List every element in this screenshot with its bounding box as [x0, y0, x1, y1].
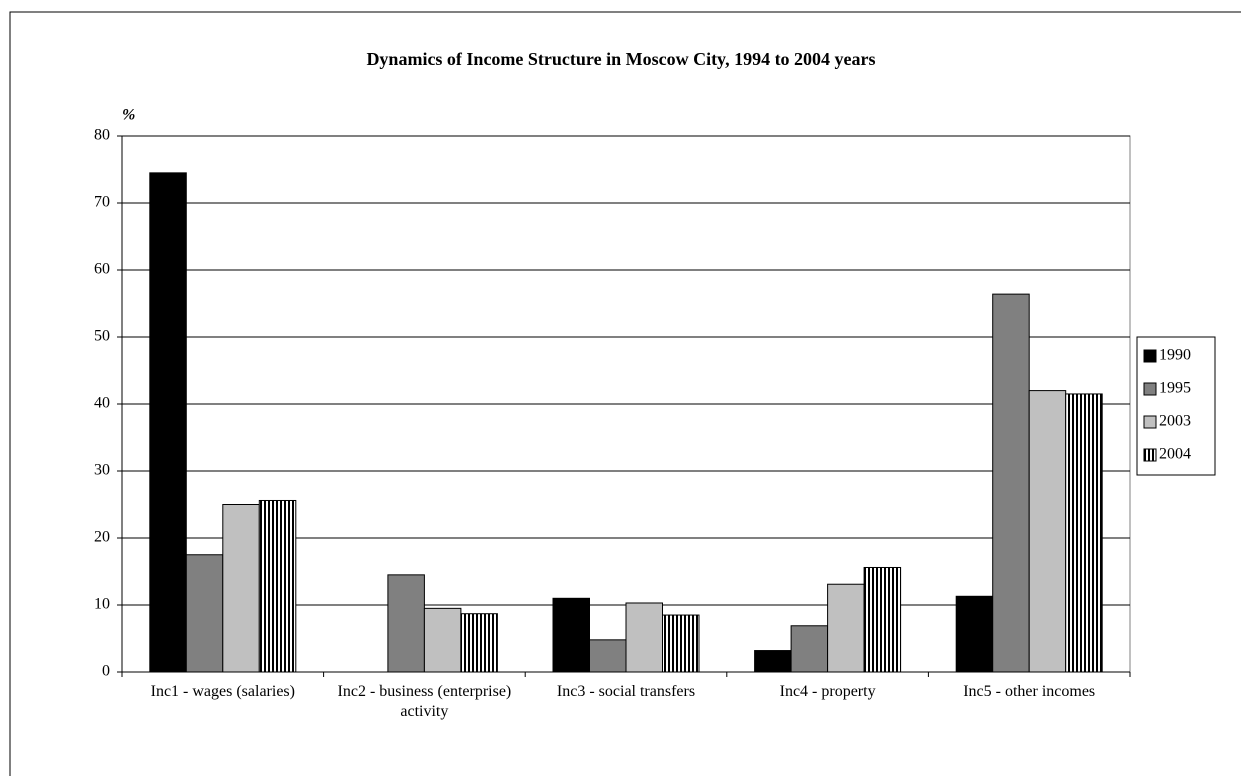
bar — [955, 595, 994, 673]
x-tick-label: Inc2 - business (enterprise) activity — [337, 683, 512, 720]
x-tick-label: Inc4 - property — [779, 683, 876, 700]
frame — [9, 11, 1241, 776]
legend-label: 2003 — [1159, 413, 1191, 430]
x-tick-label: Inc5 - other incomes — [963, 683, 1096, 700]
legend-label: 2004 — [1159, 446, 1191, 463]
bar — [827, 583, 865, 673]
y-tick-label: 0 — [102, 663, 110, 680]
bar — [1065, 393, 1103, 673]
y-tick-label: 80 — [94, 127, 110, 144]
x-tick-label: Inc1 - wages (salaries) — [150, 683, 295, 700]
x-tick-label: Inc3 - social transfers — [556, 683, 696, 700]
bar — [258, 499, 297, 673]
legend-label: 1995 — [1159, 380, 1191, 397]
legend-label: 1990 — [1159, 347, 1191, 364]
chart-title: Dynamics of Income Structure in Moscow C… — [366, 49, 875, 69]
y-tick-label: 10 — [94, 596, 110, 613]
y-axis-label: % — [122, 107, 135, 124]
legend-swatch — [1143, 415, 1157, 429]
bar — [589, 639, 627, 673]
bar — [423, 607, 462, 673]
bar — [185, 554, 224, 673]
bar — [1028, 390, 1067, 673]
bar — [552, 597, 590, 673]
y-tick-label: 70 — [94, 194, 110, 211]
bar — [754, 650, 792, 673]
bar — [863, 566, 902, 673]
y-tick-label: 60 — [94, 261, 110, 278]
bar — [790, 625, 829, 673]
legend-swatch — [1143, 448, 1157, 462]
bar — [222, 504, 260, 673]
bar — [625, 602, 663, 673]
y-tick-label: 50 — [94, 328, 110, 345]
legend-swatch — [1143, 382, 1157, 396]
bar — [149, 172, 187, 673]
bar — [662, 614, 700, 673]
y-tick-label: 30 — [94, 462, 110, 479]
legend-swatch — [1143, 349, 1157, 363]
bar — [460, 613, 498, 673]
bar — [992, 293, 1030, 673]
y-tick-label: 20 — [94, 529, 110, 546]
bar — [387, 574, 425, 673]
y-tick-label: 40 — [94, 395, 110, 412]
